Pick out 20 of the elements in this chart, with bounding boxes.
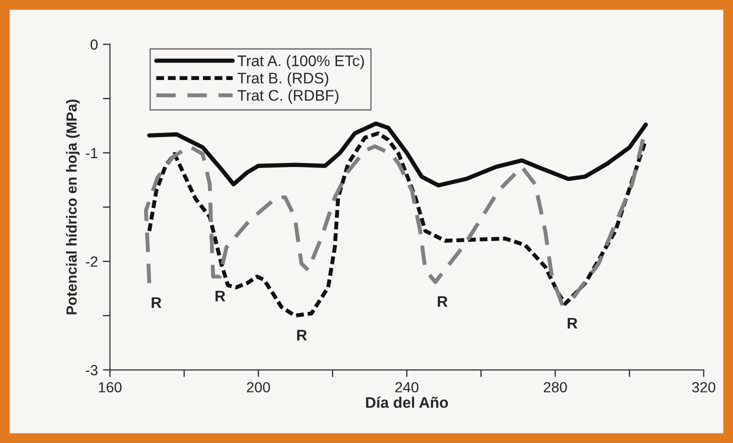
legend-label: Trat A. (100% ETc)	[238, 54, 364, 70]
line-series	[147, 121, 648, 188]
annotation: R	[568, 318, 578, 328]
annotation: R	[438, 296, 448, 307]
annotation: R	[216, 290, 226, 302]
x-tick-label: 160	[98, 382, 122, 392]
y-tick-label: -1	[86, 148, 98, 158]
x-tick-label: 200	[246, 382, 270, 392]
x-tick-label: 240	[395, 382, 418, 392]
y-tick-label: 0	[90, 39, 98, 50]
legend-label: Trat B. (RDS)	[238, 72, 328, 87]
legend-label: Trat C. (RDBF)	[238, 90, 338, 104]
y-tick-label: -2	[86, 256, 98, 267]
annotation: R	[152, 297, 162, 308]
x-tick-label: 320	[692, 382, 716, 392]
x-axis-title: Día del Año	[366, 396, 448, 408]
y-tick-label: -3	[86, 365, 98, 376]
x-tick-label: 280	[544, 382, 567, 392]
annotation: R	[297, 330, 307, 340]
y-axis-title: Potencial hídrico en hoja (MPa)	[66, 100, 80, 314]
